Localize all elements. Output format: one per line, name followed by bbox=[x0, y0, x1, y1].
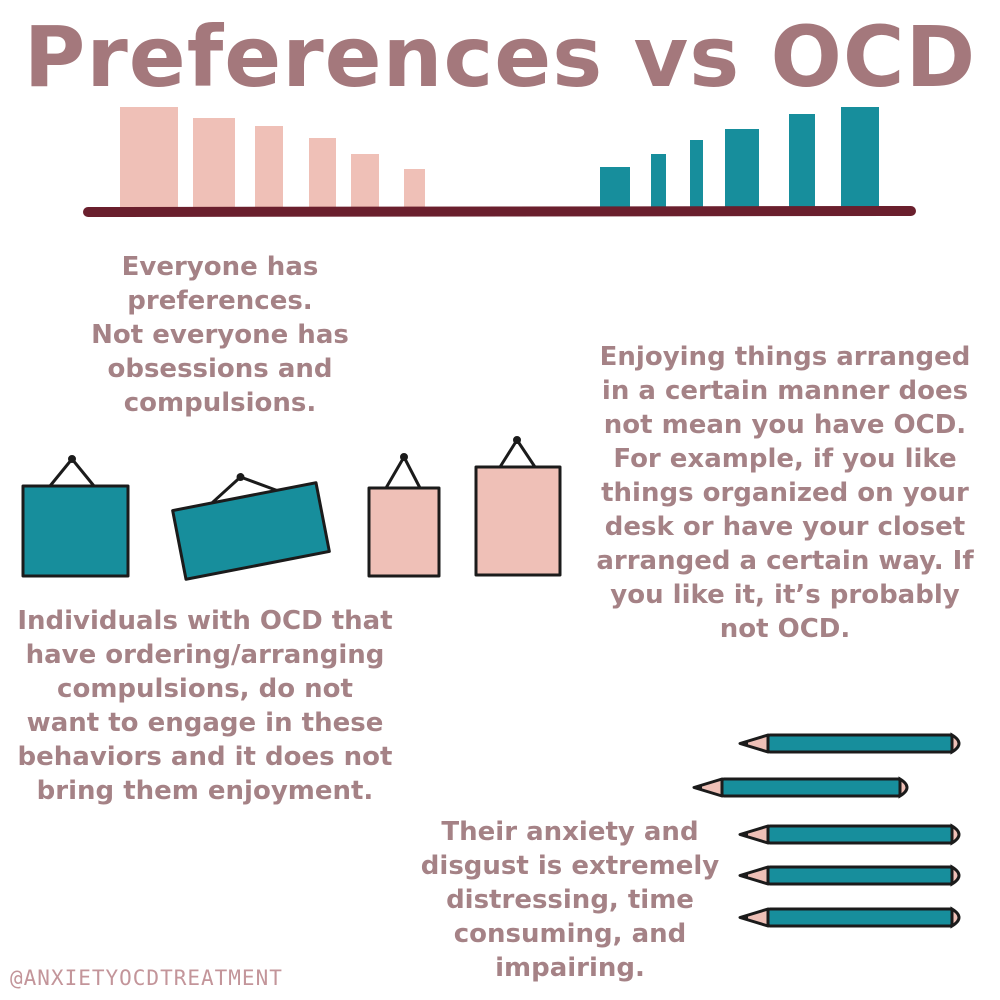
pencil-3 bbox=[738, 823, 961, 846]
book-pink-3 bbox=[255, 126, 283, 212]
pencil-5 bbox=[738, 906, 961, 929]
book-teal-1 bbox=[600, 167, 630, 212]
pencil-1 bbox=[738, 732, 961, 755]
picture-frames-icon bbox=[21, 436, 562, 581]
page-title: Preferences vs OCD bbox=[23, 8, 977, 106]
anxiety-disgust-text: Their anxiety and disgust is extremely d… bbox=[420, 817, 720, 983]
frame-teal-straight bbox=[21, 455, 130, 578]
pencil-4 bbox=[738, 864, 961, 887]
book-pink-6 bbox=[404, 169, 425, 212]
book-pink-2 bbox=[193, 118, 235, 211]
book-teal-5 bbox=[789, 114, 815, 212]
social-handle: @ANXIETYOCDTREATMENT bbox=[10, 966, 283, 990]
book-teal-6 bbox=[841, 107, 879, 212]
books-on-shelf-icon bbox=[83, 107, 916, 217]
book-pink-1 bbox=[120, 107, 178, 210]
book-teal-2 bbox=[651, 154, 666, 212]
frame-pink-small bbox=[367, 453, 441, 578]
pencil-2 bbox=[692, 776, 909, 799]
individuals-with-ocd-text: Individuals with OCD that have ordering/… bbox=[17, 606, 393, 806]
book-pink-5 bbox=[351, 154, 379, 212]
preferences-text: Everyone has preferences. Not everyone h… bbox=[91, 252, 349, 418]
shelf bbox=[83, 206, 916, 217]
book-teal-4 bbox=[725, 129, 759, 213]
frame-pink-tall bbox=[474, 436, 562, 577]
frame-teal-tilted bbox=[171, 473, 331, 581]
pencils-icon bbox=[692, 732, 961, 929]
enjoying-arrangement-text: Enjoying things arranged in a certain ma… bbox=[596, 342, 974, 644]
book-pink-4 bbox=[309, 138, 336, 214]
book-teal-3 bbox=[690, 140, 703, 212]
